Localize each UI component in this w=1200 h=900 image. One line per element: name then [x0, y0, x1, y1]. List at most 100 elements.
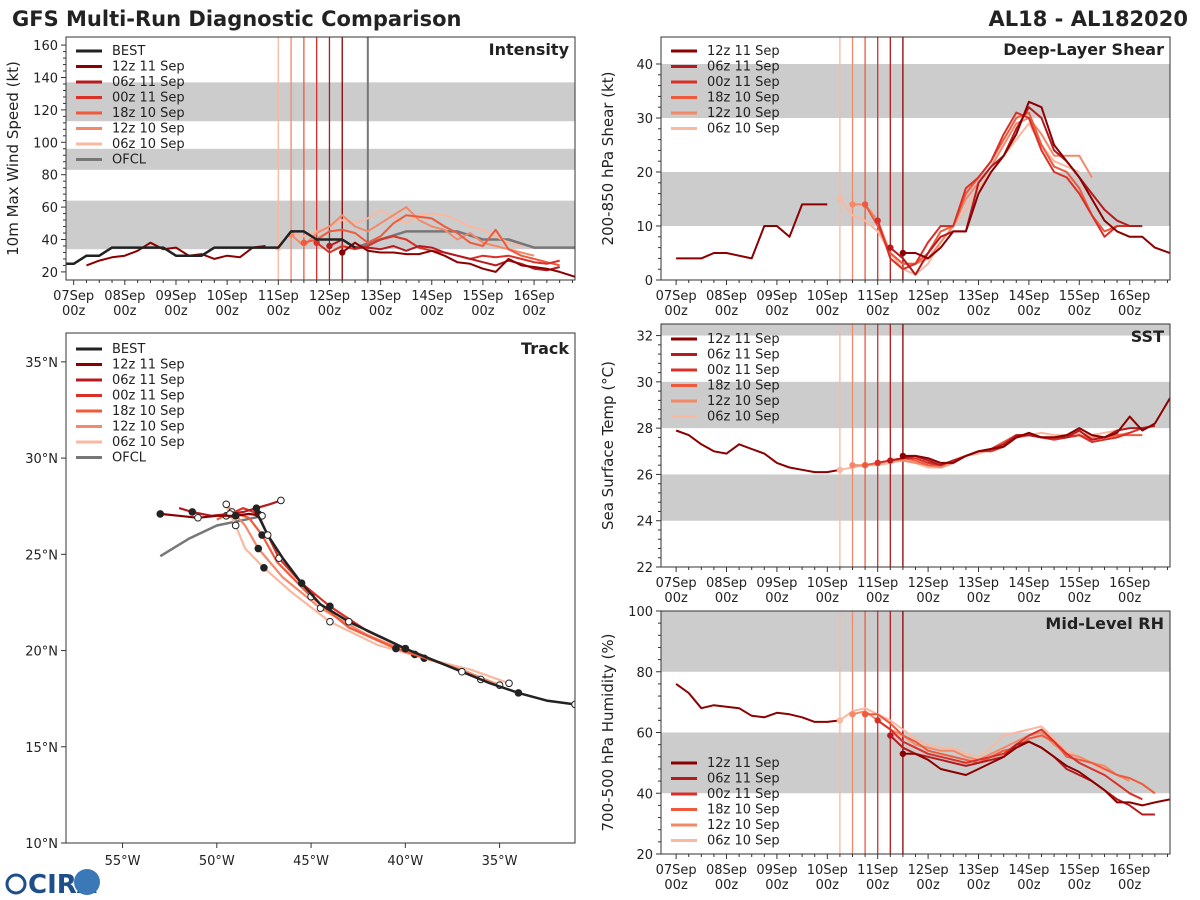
legend-label: 06z 11 Sep [707, 772, 780, 787]
series-line-1 [329, 238, 560, 272]
axes-frame [65, 36, 576, 281]
y-tick-label: 20 [41, 266, 58, 281]
track-series-group [156, 496, 575, 709]
x-tick-label-line: 13Sep [360, 289, 401, 304]
x-tick-label-line: 14Sep [1008, 863, 1049, 878]
x-tick-label-line: 11Sep [857, 863, 898, 878]
y-tick-label: 0 [645, 274, 653, 289]
series-group [66, 206, 575, 278]
best-track-line [66, 230, 356, 266]
x-tick-label-line: 00z [967, 591, 991, 606]
legend-label: 12z 11 Sep [112, 60, 185, 75]
x-tick-label: 13Sep 00z [958, 863, 999, 893]
x-tick-label-line: 00z [1017, 304, 1041, 319]
series-init-point [836, 466, 844, 473]
cira-logo: CIRA [5, 869, 100, 900]
threshold-band [66, 200, 575, 250]
x-tick-label: 14Sep 00z [1008, 289, 1049, 319]
track-position-marker [263, 531, 272, 539]
series-line-4 [290, 206, 535, 257]
panel-title: Mid-Level RH [1045, 614, 1164, 633]
pre-init-line [675, 429, 841, 474]
x-tick-label: 50°W [199, 854, 235, 869]
legend-label: OFCL [112, 153, 147, 168]
x-tick-label-line: 00z [1068, 591, 1092, 606]
series-init-point [313, 239, 320, 246]
x-tick-label-line: 08Sep [706, 289, 747, 304]
y-tick-label: 30°N [25, 452, 58, 467]
series-group [676, 100, 1170, 276]
y-tick-label: 60 [636, 727, 653, 742]
x-tick-label: 11Sep 00z [857, 289, 898, 319]
logo-globe-icon [74, 869, 100, 895]
x-tick-label-line: 00z [1068, 304, 1092, 319]
series-init-point [887, 732, 894, 739]
track-line-2 [225, 507, 406, 650]
series-group [675, 397, 1170, 474]
y-tick-label: 10°N [25, 837, 58, 852]
x-tick-label-line: 00z [866, 591, 890, 606]
x-tick-label-line: 08Sep [104, 289, 145, 304]
x-tick-label-line: 00z [369, 304, 393, 319]
series-line-1 [889, 106, 1143, 276]
series-init-point [899, 750, 907, 757]
x-tick-label-line: 12Sep [309, 289, 350, 304]
x-tick-label: 09Sep 00z [756, 289, 797, 319]
x-tick-label-line: 00z [816, 304, 840, 319]
x-tick-label: 10Sep 00z [207, 289, 248, 319]
series-init-point [861, 201, 869, 208]
x-tick-label-line: 08Sep [706, 576, 747, 591]
series-init-point [836, 717, 844, 724]
series-init-point [899, 249, 907, 257]
x-tick-label: 14Sep 00z [1008, 863, 1049, 893]
legend-label: 00z 11 Sep [112, 389, 185, 404]
threshold-band [661, 381, 1170, 429]
pre-init-line [676, 203, 828, 260]
track-position-marker [514, 689, 523, 697]
x-tick-label: 13Sep 00z [958, 289, 999, 319]
x-tick-label-line: 00z [1017, 591, 1041, 606]
x-tick-label-line: 10Sep [807, 863, 848, 878]
track-position-marker [458, 667, 466, 676]
x-tick-label-line: 11Sep [258, 289, 299, 304]
x-tick-label: 15Sep 00z [462, 289, 503, 319]
x-tick-label: 08Sep 00z [104, 289, 145, 319]
x-tick-label: 35°W [482, 854, 518, 869]
x-tick-label-line: 00z [715, 878, 739, 893]
x-tick-label-line: 07Sep [53, 289, 94, 304]
track-panel: 10°N 15°N 20°N 25°N 30°N 35°N 55°W 50°W 45°W 40°W… [25, 332, 576, 869]
x-tick-label: 13Sep 00z [958, 576, 999, 606]
x-tick-label-line: 00z [215, 304, 239, 319]
track-position-marker [194, 513, 202, 522]
x-tick-label: 08Sep 00z [706, 863, 747, 893]
x-tick-label-line: 00z [62, 304, 86, 319]
x-tick-label-line: 00z [471, 304, 495, 319]
y-tick-label: 15°N [25, 741, 58, 756]
track-position-marker [401, 644, 410, 653]
x-tick-label-line: 00z [267, 304, 291, 319]
x-tick-label-line: 13Sep [958, 289, 999, 304]
track-position-marker [344, 617, 353, 626]
x-tick-label: 13Sep 00z [360, 289, 401, 319]
x-tick-label-line: 00z [967, 304, 991, 319]
x-tick-label-line: 12Sep [908, 289, 949, 304]
x-tick-label-line: 16Sep [1109, 289, 1150, 304]
y-axis-label: 200-850 hPa Shear (kt) [599, 72, 617, 246]
x-tick-label-line: 00z [967, 878, 991, 893]
y-tick-label: 35°N [25, 356, 58, 371]
x-tick-label-line: 00z [164, 304, 188, 319]
legend-label: 06z 10 Sep [707, 410, 780, 425]
storm-id: AL18 - AL182020 [989, 7, 1189, 31]
legend-label: 00z 11 Sep [707, 75, 780, 90]
x-tick-label: 10Sep 00z [807, 576, 848, 606]
track-position-marker [231, 521, 240, 530]
x-tick-label-line: 12Sep [908, 863, 949, 878]
x-tick-label: 07Sep 00z [656, 289, 697, 319]
x-tick-label-line: 14Sep [411, 289, 452, 304]
series-line-2 [316, 235, 560, 265]
series-init-point [887, 244, 894, 251]
x-tick-label-line: 00z [816, 878, 840, 893]
